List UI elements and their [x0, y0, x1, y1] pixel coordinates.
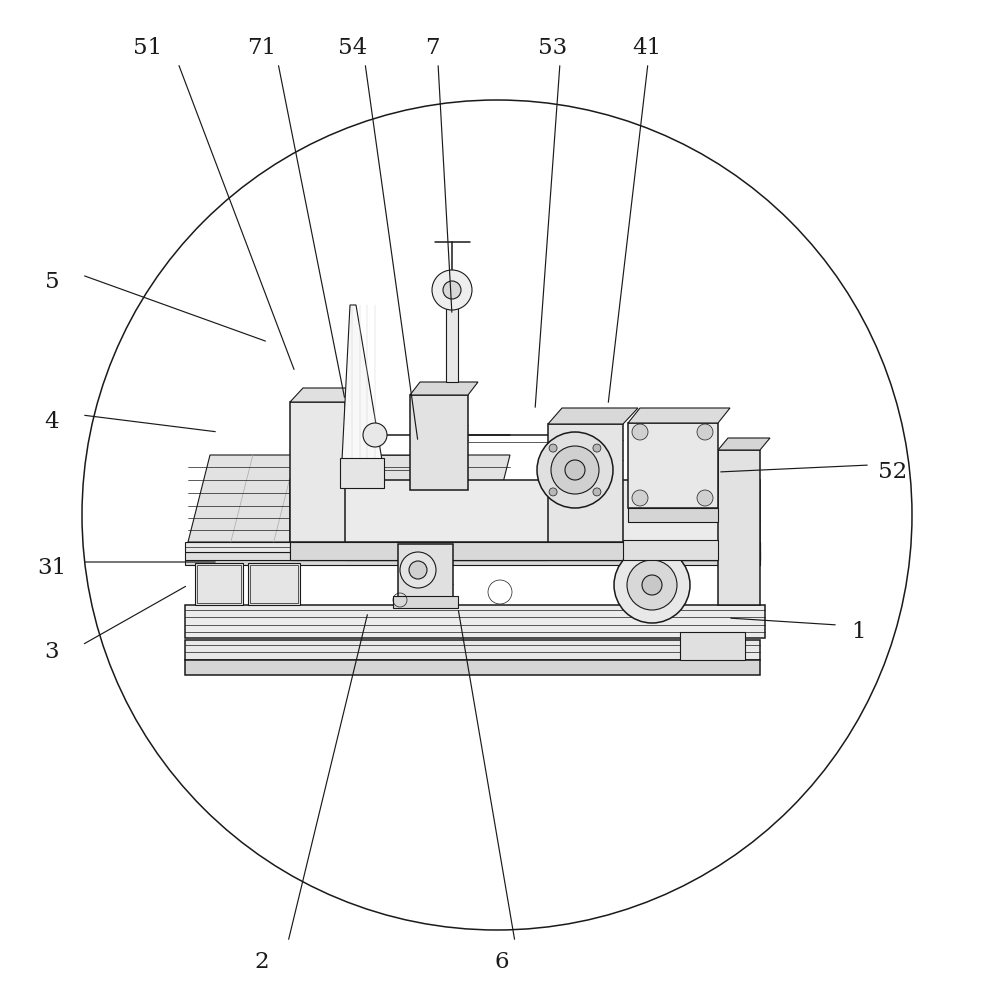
- Text: 53: 53: [538, 37, 568, 59]
- Circle shape: [537, 432, 613, 508]
- Polygon shape: [290, 388, 358, 402]
- Text: 7: 7: [425, 37, 439, 59]
- Polygon shape: [185, 605, 765, 638]
- Bar: [340, 458, 384, 488]
- Polygon shape: [290, 542, 760, 560]
- Bar: [623, 540, 718, 560]
- Bar: [446, 297, 458, 382]
- Circle shape: [443, 281, 461, 299]
- Circle shape: [432, 270, 472, 310]
- Bar: [290, 402, 345, 542]
- Text: 1: 1: [851, 621, 865, 643]
- Bar: [410, 395, 468, 490]
- Polygon shape: [290, 542, 760, 560]
- Polygon shape: [342, 305, 382, 460]
- Circle shape: [549, 444, 557, 452]
- Circle shape: [697, 490, 713, 506]
- Text: 71: 71: [248, 37, 276, 59]
- Text: 51: 51: [133, 37, 163, 59]
- Bar: [393, 596, 458, 608]
- Text: 52: 52: [878, 461, 908, 483]
- Text: 54: 54: [338, 37, 368, 59]
- Bar: [548, 424, 623, 542]
- Circle shape: [409, 561, 427, 579]
- Circle shape: [697, 424, 713, 440]
- Polygon shape: [185, 560, 760, 565]
- Bar: [195, 563, 243, 605]
- Polygon shape: [628, 408, 730, 423]
- Text: 2: 2: [255, 951, 269, 973]
- Polygon shape: [185, 640, 760, 660]
- Text: 6: 6: [495, 951, 509, 973]
- Polygon shape: [185, 552, 760, 560]
- Circle shape: [363, 423, 387, 447]
- Circle shape: [400, 552, 436, 588]
- Text: 31: 31: [37, 557, 67, 579]
- Bar: [248, 563, 300, 605]
- Circle shape: [642, 575, 662, 595]
- Circle shape: [549, 488, 557, 496]
- Bar: [628, 423, 718, 508]
- Polygon shape: [185, 660, 760, 675]
- Circle shape: [627, 560, 677, 610]
- Text: 41: 41: [632, 37, 662, 59]
- Text: 5: 5: [45, 271, 59, 293]
- Circle shape: [551, 446, 599, 494]
- Circle shape: [614, 547, 690, 623]
- Polygon shape: [548, 408, 638, 424]
- Polygon shape: [410, 382, 478, 395]
- Polygon shape: [185, 542, 560, 552]
- Circle shape: [593, 488, 601, 496]
- Circle shape: [632, 490, 648, 506]
- Bar: [718, 450, 760, 605]
- Polygon shape: [188, 455, 510, 542]
- Circle shape: [565, 460, 585, 480]
- Circle shape: [632, 424, 648, 440]
- Text: 3: 3: [45, 641, 59, 663]
- Text: 4: 4: [45, 411, 59, 433]
- Bar: [680, 632, 745, 660]
- Polygon shape: [718, 438, 770, 450]
- Polygon shape: [290, 480, 760, 542]
- Bar: [398, 544, 453, 604]
- Bar: [197, 565, 241, 603]
- Circle shape: [593, 444, 601, 452]
- Bar: [250, 565, 298, 603]
- Polygon shape: [628, 508, 718, 522]
